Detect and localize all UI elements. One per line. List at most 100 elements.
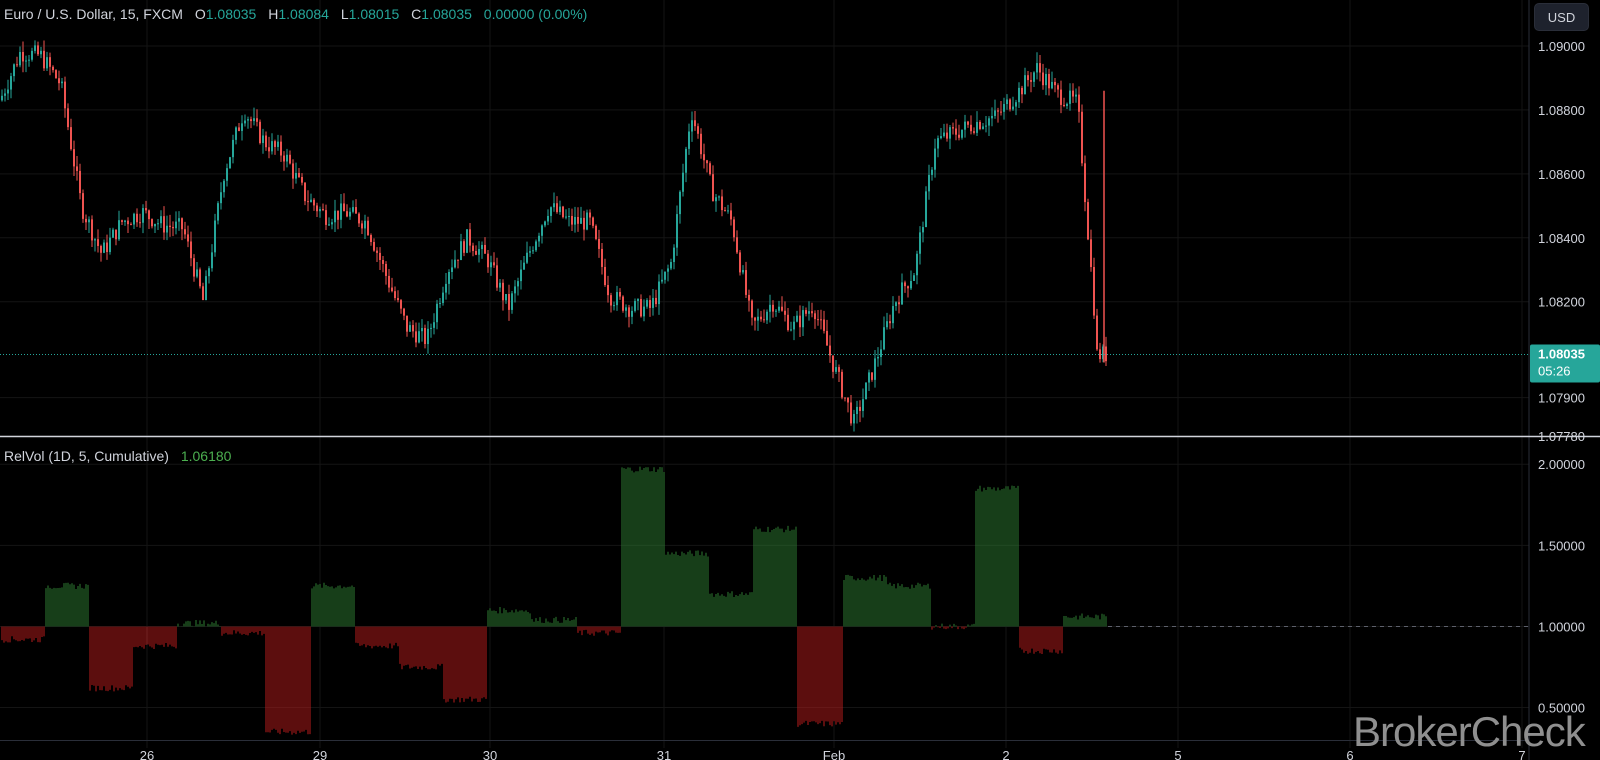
candle-body (613, 305, 615, 307)
candle-body (700, 133, 702, 155)
candle-body (409, 325, 411, 332)
candle-body (1060, 89, 1062, 105)
candle-body (781, 306, 783, 311)
candle-body (25, 60, 27, 62)
candle-body (562, 206, 564, 218)
candle-body (736, 237, 738, 253)
candle-body (481, 244, 483, 250)
candle-body (190, 241, 192, 259)
candle-body (421, 328, 423, 332)
candle-body (772, 304, 774, 312)
candle-body (286, 154, 288, 162)
candle-body (631, 310, 633, 317)
candle-body (352, 207, 354, 212)
candle-body (7, 89, 9, 94)
candle-body (247, 119, 249, 121)
symbol-name[interactable]: Euro / U.S. Dollar, 15, FXCM (4, 6, 183, 22)
candle-body (454, 259, 456, 268)
candle-body (859, 406, 861, 411)
candle-body (811, 311, 813, 314)
candle-body (523, 262, 525, 270)
candle-body (127, 220, 129, 225)
candle-body (265, 135, 267, 148)
candle-body (865, 382, 867, 400)
candle-body (637, 299, 639, 301)
candle-body (223, 180, 225, 193)
candle-body (529, 251, 531, 253)
candle-body (589, 212, 591, 218)
candle-body (622, 296, 624, 311)
candle-body (937, 138, 939, 149)
candle-body (643, 306, 645, 317)
candle-body (610, 295, 612, 306)
candle-body (391, 287, 393, 292)
candle-body (259, 121, 261, 144)
candle-body (583, 217, 585, 230)
candle-body (724, 210, 726, 212)
candle-body (88, 219, 90, 223)
candle-body (244, 120, 246, 124)
candle-body (874, 358, 876, 380)
indicator-value: 1.06180 (180, 448, 232, 464)
candle-body (1057, 85, 1059, 90)
candle-body (301, 176, 303, 183)
candle-body (538, 235, 540, 242)
candle-body (916, 253, 918, 276)
candle-body (55, 70, 57, 79)
indicator-legend: RelVol (1D, 5, Cumulative) 1.06180 (4, 446, 231, 466)
candle-body (31, 50, 33, 60)
candle-body (40, 50, 42, 55)
candle-body (790, 329, 792, 331)
indicator-name[interactable]: RelVol (1D, 5, Cumulative) (4, 448, 169, 464)
candle-body (397, 298, 399, 301)
candle-body (37, 45, 39, 55)
candle-body (709, 163, 711, 175)
candle-body (553, 203, 555, 208)
candle-body (1000, 111, 1002, 113)
candle-body (844, 397, 846, 399)
candle-body (508, 293, 510, 310)
candle-body (298, 172, 300, 177)
candle-body (862, 399, 864, 411)
price-axis-label: 1.09000 (1538, 39, 1585, 54)
candle-body (70, 127, 72, 150)
candle-body (580, 217, 582, 224)
candle-body (406, 315, 408, 332)
candle-body (331, 222, 333, 225)
candle-body (955, 128, 957, 135)
candle-body (46, 57, 48, 69)
candle-body (802, 310, 804, 328)
candle-body (16, 64, 18, 66)
candle-body (328, 224, 330, 226)
candle-body (193, 258, 195, 277)
candle-body (433, 322, 435, 328)
candle-body (502, 282, 504, 301)
candle-body (163, 216, 165, 233)
candle-body (1084, 163, 1086, 203)
candle-body (136, 213, 138, 223)
candle-body (91, 219, 93, 241)
candle-body (838, 367, 840, 372)
candle-body (469, 229, 471, 246)
candle-body (460, 241, 462, 261)
candle-body (67, 108, 69, 128)
candle-body (616, 292, 618, 306)
watermark: BrokerCheck (1353, 708, 1586, 755)
currency-button[interactable]: USD (1534, 3, 1589, 31)
candle-body (415, 331, 417, 343)
candle-body (550, 207, 552, 216)
candle-body (343, 203, 345, 212)
candle-body (109, 237, 111, 253)
candle-body (946, 132, 948, 139)
candle-body (499, 282, 501, 288)
candle-body (199, 269, 201, 287)
candle-body (370, 235, 372, 243)
candle-body (949, 127, 951, 139)
candle-body (466, 229, 468, 253)
high-label: H (268, 6, 279, 22)
candle-body (679, 191, 681, 215)
candle-body (382, 259, 384, 264)
candle-body (436, 303, 438, 323)
candle-body (184, 229, 186, 235)
